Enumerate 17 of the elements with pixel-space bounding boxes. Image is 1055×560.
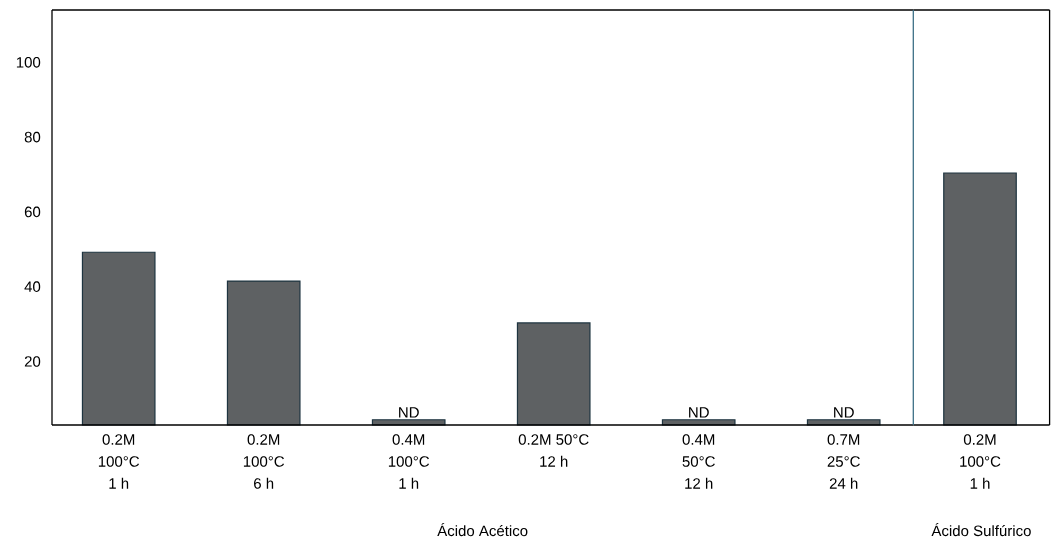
x-tick-label: 0.2M 100°C 1 h	[98, 434, 140, 489]
x-tick-label: 0.4M 50°C 12 h	[682, 434, 715, 489]
x-tick-label: 0.2M 100°C 1 h	[960, 434, 1001, 489]
data-label: ND	[689, 407, 709, 418]
y-tick-label: 40	[24, 281, 41, 292]
y-tick-label: 100	[16, 57, 41, 68]
x-tick-label: 0.4M 100°C 1 h	[388, 434, 430, 489]
data-label: ND	[399, 407, 419, 418]
y-tick-label: 20	[24, 356, 41, 367]
y-tick-label: 60	[24, 206, 41, 218]
x-tick-label: 0.2M 100°C 6 h	[243, 434, 285, 489]
x-tick-label: 0.2M 50°C 12 h	[518, 434, 589, 467]
text: Ácido Sulfúrico	[931, 523, 1031, 537]
x-tick-label: 0.7M 25°C 24 h	[827, 434, 860, 489]
text: Ácido Acético	[437, 523, 528, 537]
y-tick-label: 80	[24, 131, 41, 143]
data-label: ND	[834, 407, 854, 418]
